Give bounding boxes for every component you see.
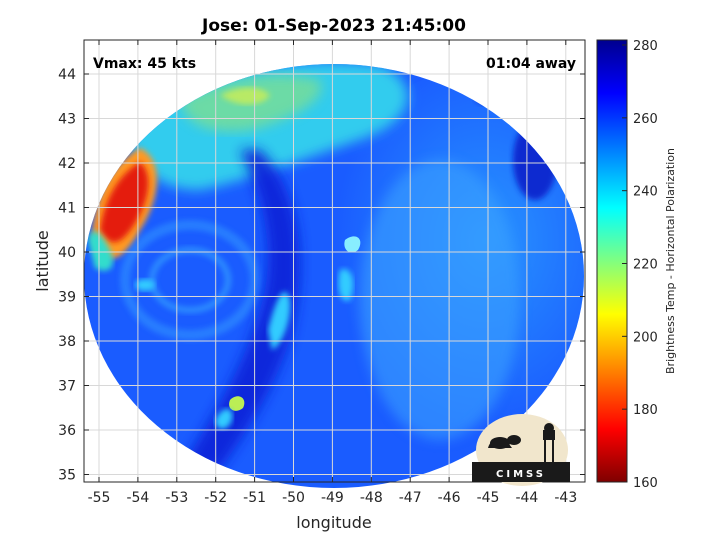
x-axis-ticks: -55 -54 -53 -52 -51 -50 -49 -48 -47 -46 -45 -44 -43 [88, 40, 577, 506]
cimss-logo: CIMSS [472, 414, 570, 486]
y-tick-label: 41 [58, 201, 76, 217]
logo-text: CIMSS [496, 469, 546, 480]
y-tick-label: 42 [58, 156, 76, 172]
colorbar-tick-label: 200 [633, 330, 658, 345]
colorbar-tick-label: 280 [633, 39, 658, 54]
y-tick-label: 43 [58, 112, 76, 128]
x-tick-label: -50 [282, 490, 305, 506]
colorbar-ticks: 280 260 240 220 200 180 160 [622, 39, 658, 491]
y-tick-label: 39 [58, 290, 76, 306]
x-axis-label: longitude [296, 513, 371, 532]
y-tick-label: 37 [58, 379, 76, 395]
x-tick-label: -47 [399, 490, 422, 506]
colorbar: 280 260 240 220 200 180 160 Brightness Temp - … [596, 39, 677, 491]
x-tick-label: -43 [554, 490, 577, 506]
colorbar-label: Brightness Temp - Horizontal Polarizatio… [664, 148, 677, 374]
x-tick-label: -44 [515, 490, 538, 506]
y-tick-label: 36 [58, 423, 76, 439]
map-plot-area: -55 -54 -53 -52 -51 -50 -49 -48 -47 -46 -45 -44 -43 … [58, 39, 586, 506]
y-axis-label: latitude [33, 230, 52, 291]
y-tick-label: 40 [58, 245, 76, 261]
y-tick-label: 44 [58, 67, 76, 83]
plot-frame [83, 39, 586, 483]
x-tick-label: -49 [321, 490, 344, 506]
x-tick-label: -54 [126, 490, 149, 506]
x-tick-label: -52 [204, 490, 227, 506]
map-gridlines [84, 40, 585, 482]
colorbar-tick-label: 160 [633, 476, 658, 491]
x-tick-label: -45 [477, 490, 500, 506]
vmax-label: Vmax: 45 kts [93, 56, 196, 72]
y-tick-label: 35 [58, 468, 76, 484]
y-axis-ticks: 44 43 42 41 40 39 38 37 36 35 [58, 67, 585, 484]
colorbar-tick-label: 240 [633, 185, 658, 200]
colorbar-scale [596, 39, 628, 483]
x-tick-label: -55 [88, 490, 111, 506]
plot-title: Jose: 01-Sep-2023 21:45:00 [201, 16, 466, 36]
colorbar-tick-label: 260 [633, 112, 658, 127]
y-tick-label: 38 [58, 334, 76, 350]
x-tick-label: -53 [165, 490, 188, 506]
x-tick-label: -46 [438, 490, 461, 506]
time-away-label: 01:04 away [486, 56, 576, 72]
x-tick-label: -48 [360, 490, 383, 506]
colorbar-tick-label: 220 [633, 258, 658, 273]
colorbar-tick-label: 180 [633, 403, 658, 418]
x-tick-label: -51 [243, 490, 266, 506]
